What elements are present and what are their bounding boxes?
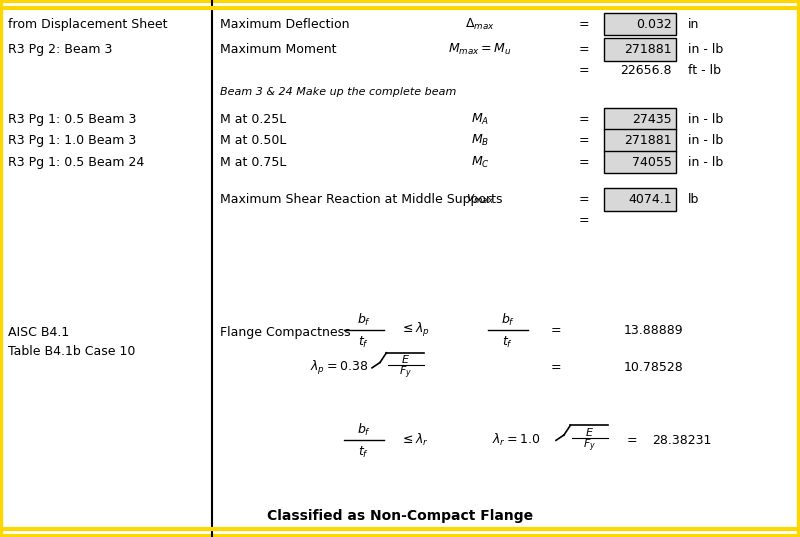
Text: =: =	[578, 64, 590, 77]
Text: in - lb: in - lb	[688, 43, 723, 56]
Text: $F_y$: $F_y$	[583, 438, 596, 454]
Text: =: =	[578, 193, 590, 206]
Text: M at 0.25L: M at 0.25L	[220, 113, 286, 126]
Text: R3 Pg 2: Beam 3: R3 Pg 2: Beam 3	[8, 43, 112, 56]
Text: Classified as Non-Compact Flange: Classified as Non-Compact Flange	[267, 509, 533, 523]
Text: $\lambda_r = 1.0$: $\lambda_r = 1.0$	[492, 432, 540, 448]
FancyBboxPatch shape	[604, 38, 676, 61]
Text: ft - lb: ft - lb	[688, 64, 721, 77]
Text: $\leq \lambda_p$: $\leq \lambda_p$	[400, 321, 430, 339]
Text: 0.032: 0.032	[636, 18, 672, 31]
Text: $\Delta_{max}$: $\Delta_{max}$	[465, 17, 495, 32]
Text: R3 Pg 1: 0.5 Beam 3: R3 Pg 1: 0.5 Beam 3	[8, 113, 136, 126]
Text: 74055: 74055	[632, 156, 672, 169]
Text: =: =	[550, 324, 562, 337]
Text: Flange Compactness: Flange Compactness	[220, 326, 350, 339]
Text: R3 Pg 1: 0.5 Beam 24: R3 Pg 1: 0.5 Beam 24	[8, 156, 144, 169]
Text: 10.78528: 10.78528	[624, 361, 684, 374]
Text: Maximum Deflection: Maximum Deflection	[220, 18, 350, 31]
Text: lb: lb	[688, 193, 699, 206]
Text: 22656.8: 22656.8	[621, 64, 672, 77]
Text: M at 0.50L: M at 0.50L	[220, 134, 286, 147]
Text: =: =	[626, 434, 638, 447]
Text: $\lambda_p = 0.38$: $\lambda_p = 0.38$	[310, 359, 368, 377]
Text: 28.38231: 28.38231	[652, 434, 711, 447]
Text: $M_B$: $M_B$	[471, 133, 489, 148]
Text: $b_f$: $b_f$	[501, 311, 515, 328]
Text: =: =	[550, 361, 562, 374]
Text: $t_f$: $t_f$	[358, 335, 370, 350]
Text: $v_{max}$: $v_{max}$	[466, 193, 494, 206]
Text: 4074.1: 4074.1	[628, 193, 672, 206]
FancyBboxPatch shape	[604, 13, 676, 35]
Text: M at 0.75L: M at 0.75L	[220, 156, 286, 169]
Text: =: =	[578, 113, 590, 126]
Text: $t_f$: $t_f$	[502, 335, 514, 350]
Text: $t_f$: $t_f$	[358, 445, 370, 460]
FancyBboxPatch shape	[604, 129, 676, 152]
FancyBboxPatch shape	[604, 188, 676, 211]
Text: =: =	[578, 214, 590, 227]
Text: in - lb: in - lb	[688, 113, 723, 126]
Text: $E$: $E$	[585, 426, 594, 438]
Text: in - lb: in - lb	[688, 134, 723, 147]
Text: =: =	[578, 134, 590, 147]
Text: 13.88889: 13.88889	[624, 324, 684, 337]
Text: $M_{max}=M_u$: $M_{max}=M_u$	[448, 42, 512, 57]
FancyBboxPatch shape	[604, 108, 676, 130]
Text: in: in	[688, 18, 699, 31]
Text: Table B4.1b Case 10: Table B4.1b Case 10	[8, 345, 135, 358]
Text: 271881: 271881	[624, 134, 672, 147]
Text: R3 Pg 1: 1.0 Beam 3: R3 Pg 1: 1.0 Beam 3	[8, 134, 136, 147]
Text: $E$: $E$	[401, 353, 410, 365]
Text: $\leq \lambda_r$: $\leq \lambda_r$	[400, 432, 429, 448]
Text: Maximum Moment: Maximum Moment	[220, 43, 337, 56]
Text: $M_A$: $M_A$	[471, 112, 489, 127]
Text: $F_y$: $F_y$	[399, 365, 412, 381]
Text: Beam 3 & 24 Make up the complete beam: Beam 3 & 24 Make up the complete beam	[220, 88, 456, 97]
Text: in - lb: in - lb	[688, 156, 723, 169]
Text: =: =	[578, 18, 590, 31]
Text: =: =	[578, 43, 590, 56]
Text: $M_C$: $M_C$	[470, 155, 490, 170]
Text: AISC B4.1: AISC B4.1	[8, 326, 70, 339]
Text: from Displacement Sheet: from Displacement Sheet	[8, 18, 167, 31]
Text: $b_f$: $b_f$	[357, 422, 371, 438]
Text: Maximum Shear Reaction at Middle Supports: Maximum Shear Reaction at Middle Support…	[220, 193, 502, 206]
Text: 27435: 27435	[632, 113, 672, 126]
Text: =: =	[578, 156, 590, 169]
Text: $b_f$: $b_f$	[357, 311, 371, 328]
FancyBboxPatch shape	[604, 151, 676, 173]
Text: 271881: 271881	[624, 43, 672, 56]
